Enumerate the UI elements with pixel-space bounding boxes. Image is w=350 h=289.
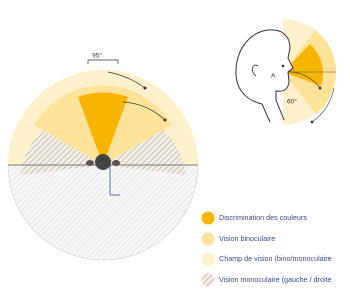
- top-view-field: 95°: [8, 52, 198, 260]
- legend-swatch: [202, 274, 215, 287]
- legend-swatch: [202, 253, 215, 266]
- eye: [282, 65, 285, 68]
- arc-dot: [144, 87, 147, 90]
- angle-label: 60°: [287, 98, 297, 106]
- legend-label: Vision monoculaire (gauche / droite: [219, 275, 332, 284]
- shoulder: [112, 160, 120, 166]
- head: [95, 154, 111, 170]
- legend-swatch: [202, 233, 215, 246]
- legend-label: Vision binoculaire: [219, 234, 275, 243]
- angle-bracket: [88, 60, 118, 64]
- legend-swatch: [202, 212, 215, 225]
- side-view-field: A 60°: [230, 19, 336, 125]
- diagram: 95° A 60° Discrimination des couleurs Vi…: [0, 0, 350, 289]
- arc-dot: [319, 87, 322, 90]
- lower-field: [8, 165, 198, 260]
- legend: Discrimination des couleurs Vision binoc…: [202, 212, 332, 287]
- legend-label: Champ de vision (bino/monoculaire: [219, 254, 332, 263]
- shoulder: [86, 160, 94, 166]
- angle-label: 95°: [92, 52, 102, 60]
- legend-label: Discrimination des couleurs: [219, 213, 307, 222]
- arc-dot: [164, 119, 167, 122]
- arc-dot: [311, 121, 314, 124]
- point-label: A: [271, 73, 276, 80]
